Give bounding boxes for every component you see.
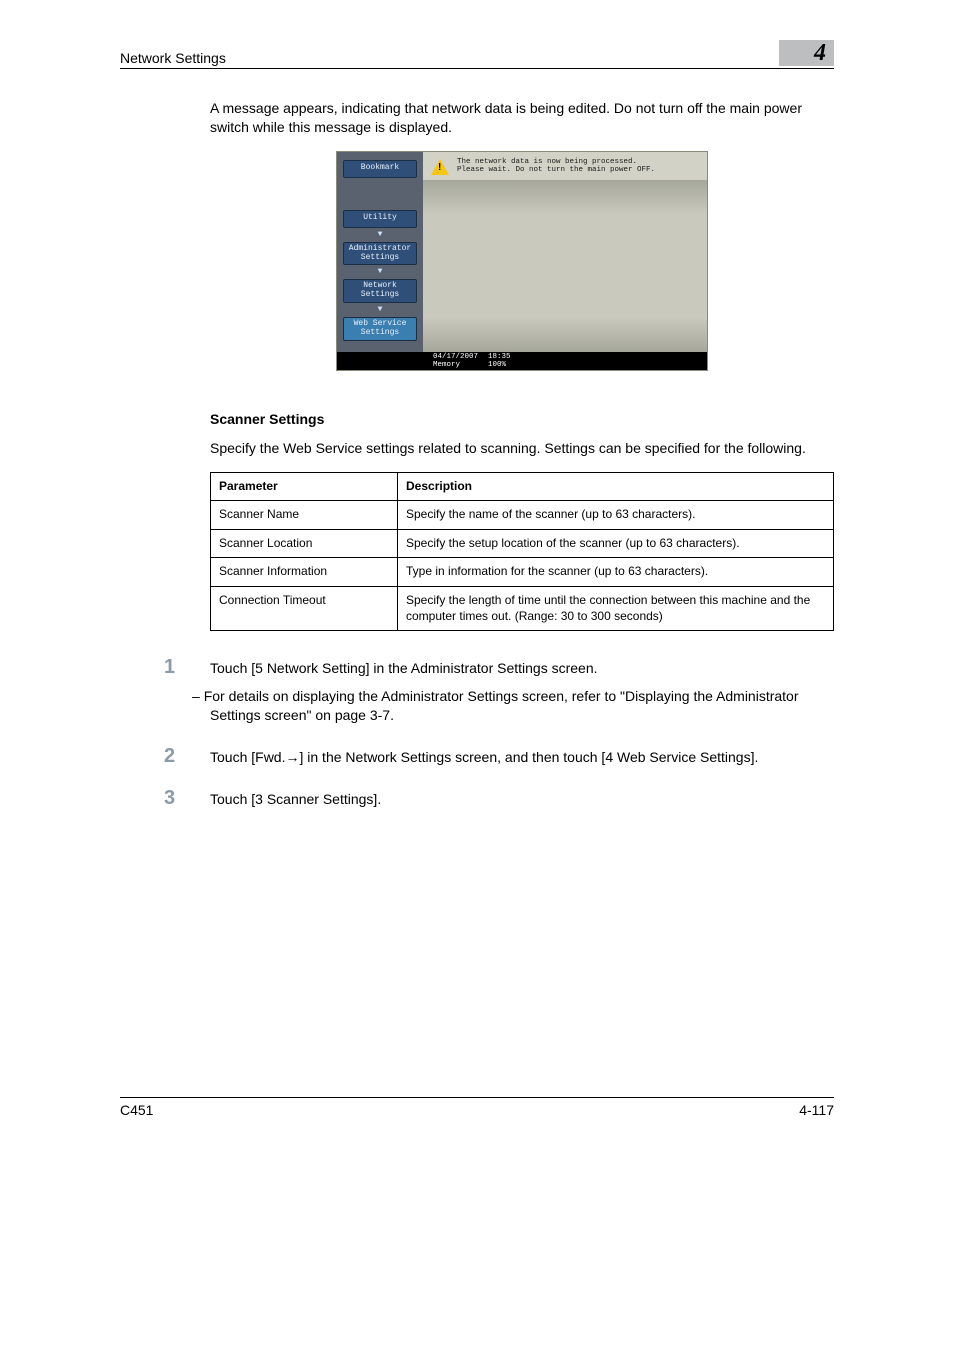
bookmark-button: Bookmark xyxy=(343,160,417,178)
warning-icon: ! xyxy=(431,159,449,175)
chapter-badge: 4 xyxy=(779,40,834,66)
utility-button: Utility xyxy=(343,210,417,228)
step-text: Touch [3 Scanner Settings]. xyxy=(210,790,834,810)
status-memory-value: 100% xyxy=(488,361,511,369)
footer-page: 4-117 xyxy=(799,1102,834,1118)
status-memory-label: Memory xyxy=(433,361,478,369)
screenshot-main: ! The network data is now being processe… xyxy=(423,152,707,352)
desc-cell: Specify the name of the scanner (up to 6… xyxy=(398,501,834,530)
nav-arrow-icon: ▼ xyxy=(378,232,383,238)
table-row: Scanner Information Type in information … xyxy=(211,558,834,587)
screenshot-status-bar: 04/17/2007 Memory 18:35 100% xyxy=(337,352,707,370)
forward-arrow-glyph: → xyxy=(285,749,299,765)
web-service-settings-button: Web Service Settings xyxy=(343,317,417,341)
step-item: 1 Touch [5 Network Setting] in the Admin… xyxy=(120,659,834,734)
footer-model: C451 xyxy=(120,1102,153,1118)
param-cell: Connection Timeout xyxy=(211,587,398,631)
nav-arrow-icon: ▼ xyxy=(378,269,383,275)
warning-text: The network data is now being processed.… xyxy=(457,158,655,174)
step-number: 2 xyxy=(120,746,210,766)
page-footer: C451 4-117 xyxy=(120,1097,834,1118)
page-header: Network Settings 4 xyxy=(120,40,834,69)
table-row: Connection Timeout Specify the length of… xyxy=(211,587,834,631)
chapter-number: 4 xyxy=(814,40,826,67)
running-head: Network Settings xyxy=(120,50,226,66)
param-cell: Scanner Location xyxy=(211,529,398,558)
nav-arrow-icon: ▼ xyxy=(378,307,383,313)
desc-cell: Specify the length of time until the con… xyxy=(398,587,834,631)
screenshot-sidebar: Bookmark Utility ▼ Administrator Setting… xyxy=(337,152,423,352)
step-item: 2 Touch [Fwd.→] in the Network Settings … xyxy=(120,748,834,776)
warning-line2: Please wait. Do not turn the main power … xyxy=(457,166,655,174)
warning-line1: The network data is now being processed. xyxy=(457,158,655,166)
table-row: Scanner Name Specify the name of the sca… xyxy=(211,501,834,530)
status-time: 18:35 xyxy=(488,353,511,361)
table-row: Scanner Location Specify the setup locat… xyxy=(211,529,834,558)
section-intro: Specify the Web Service settings related… xyxy=(210,439,834,458)
col-header-parameter: Parameter xyxy=(211,472,398,501)
step-number: 1 xyxy=(120,657,210,677)
step-number: 3 xyxy=(120,788,210,808)
status-date: 04/17/2007 xyxy=(433,353,478,361)
device-screenshot: Bookmark Utility ▼ Administrator Setting… xyxy=(336,151,708,371)
step-subtext: For details on displaying the Administra… xyxy=(210,687,834,726)
step-text: Touch [Fwd.→] in the Network Settings sc… xyxy=(210,748,834,768)
intro-paragraph: A message appears, indicating that netwo… xyxy=(210,99,834,137)
desc-cell: Specify the setup location of the scanne… xyxy=(398,529,834,558)
network-settings-button: Network Settings xyxy=(343,279,417,303)
admin-settings-button: Administrator Settings xyxy=(343,242,417,266)
parameters-table: Parameter Description Scanner Name Speci… xyxy=(210,472,834,632)
desc-cell: Type in information for the scanner (up … xyxy=(398,558,834,587)
param-cell: Scanner Information xyxy=(211,558,398,587)
col-header-description: Description xyxy=(398,472,834,501)
steps-list: 1 Touch [5 Network Setting] in the Admin… xyxy=(120,659,834,817)
step-item: 3 Touch [3 Scanner Settings]. xyxy=(120,790,834,818)
step-text: Touch [5 Network Setting] in the Adminis… xyxy=(210,659,834,679)
section-title: Scanner Settings xyxy=(210,411,834,427)
param-cell: Scanner Name xyxy=(211,501,398,530)
